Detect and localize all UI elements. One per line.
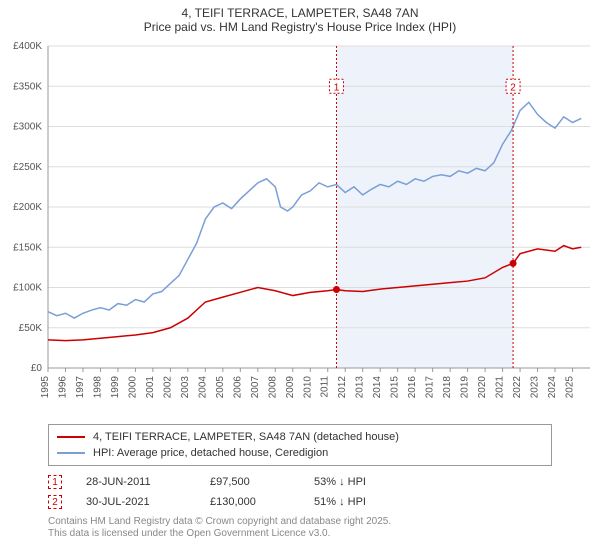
title-subtitle: Price paid vs. HM Land Registry's House … (0, 20, 600, 34)
svg-text:2021: 2021 (495, 376, 506, 399)
svg-text:£200K: £200K (13, 202, 42, 213)
transaction-table: 1 28-JUN-2011 £97,500 53% ↓ HPI 2 30-JUL… (48, 472, 552, 512)
svg-text:2018: 2018 (442, 376, 453, 399)
chart-title-block: 4, TEIFI TERRACE, LAMPETER, SA48 7AN Pri… (0, 0, 600, 38)
svg-text:£50K: £50K (19, 323, 43, 334)
svg-text:2016: 2016 (407, 376, 418, 399)
marker-number-icon: 2 (48, 495, 62, 509)
svg-text:2011: 2011 (320, 376, 331, 398)
legend-swatch-price (57, 436, 85, 438)
transaction-row: 2 30-JUL-2021 £130,000 51% ↓ HPI (48, 492, 552, 512)
svg-text:2015: 2015 (390, 376, 401, 399)
svg-text:2003: 2003 (180, 376, 191, 399)
marker-number-icon: 1 (48, 475, 62, 489)
legend-swatch-hpi (57, 452, 85, 454)
svg-text:£350K: £350K (13, 81, 42, 92)
transaction-rel-hpi: 51% ↓ HPI (314, 492, 414, 512)
svg-text:2024: 2024 (547, 376, 558, 399)
svg-text:2023: 2023 (530, 376, 541, 399)
transaction-price: £97,500 (210, 472, 290, 492)
footer-line: This data is licensed under the Open Gov… (48, 528, 552, 540)
footer-attribution: Contains HM Land Registry data © Crown c… (48, 516, 552, 540)
svg-text:2010: 2010 (302, 376, 313, 399)
svg-text:2025: 2025 (565, 376, 576, 399)
svg-text:2004: 2004 (197, 376, 208, 399)
svg-text:1999: 1999 (110, 376, 121, 399)
transaction-date: 28-JUN-2011 (86, 472, 186, 492)
svg-text:2022: 2022 (512, 376, 523, 399)
svg-text:1: 1 (334, 82, 340, 93)
svg-text:£250K: £250K (13, 162, 42, 173)
legend-label: 4, TEIFI TERRACE, LAMPETER, SA48 7AN (de… (93, 429, 399, 445)
title-address: 4, TEIFI TERRACE, LAMPETER, SA48 7AN (0, 6, 600, 20)
svg-text:2014: 2014 (372, 376, 383, 399)
svg-text:2006: 2006 (232, 376, 243, 399)
transaction-rel-hpi: 53% ↓ HPI (314, 472, 414, 492)
transaction-row: 1 28-JUN-2011 £97,500 53% ↓ HPI (48, 472, 552, 492)
svg-text:2009: 2009 (285, 376, 296, 399)
legend-box: 4, TEIFI TERRACE, LAMPETER, SA48 7AN (de… (48, 424, 552, 466)
svg-text:2: 2 (510, 82, 516, 93)
svg-text:2020: 2020 (477, 376, 488, 399)
svg-text:2001: 2001 (145, 376, 156, 399)
legend-row: 4, TEIFI TERRACE, LAMPETER, SA48 7AN (de… (57, 429, 543, 445)
svg-text:2019: 2019 (460, 376, 471, 399)
svg-text:£300K: £300K (13, 122, 42, 133)
svg-text:2005: 2005 (215, 376, 226, 399)
legend-row: HPI: Average price, detached house, Cere… (57, 445, 543, 461)
svg-text:2017: 2017 (425, 376, 436, 399)
svg-text:£400K: £400K (13, 41, 42, 52)
svg-text:1996: 1996 (57, 376, 68, 399)
line-chart-svg: £0 £50K £100K £150K £200K £250K £300K £350K £400… (0, 38, 600, 418)
transaction-date: 30-JUL-2021 (86, 492, 186, 512)
svg-text:£0: £0 (31, 363, 43, 374)
svg-text:£150K: £150K (13, 242, 42, 253)
transaction-price: £130,000 (210, 492, 290, 512)
svg-text:1998: 1998 (92, 376, 103, 399)
footer-line: Contains HM Land Registry data © Crown c… (48, 516, 552, 528)
svg-text:£100K: £100K (13, 283, 42, 294)
svg-text:2002: 2002 (162, 376, 173, 399)
svg-text:1995: 1995 (40, 376, 51, 399)
svg-text:1997: 1997 (75, 376, 86, 399)
legend-label: HPI: Average price, detached house, Cere… (93, 445, 328, 461)
svg-text:2007: 2007 (250, 376, 261, 399)
chart-area: £0 £50K £100K £150K £200K £250K £300K £350K £400… (0, 38, 600, 418)
svg-text:2008: 2008 (267, 376, 278, 399)
svg-text:2000: 2000 (127, 376, 138, 399)
svg-text:2013: 2013 (355, 376, 366, 399)
svg-text:2012: 2012 (337, 376, 348, 399)
